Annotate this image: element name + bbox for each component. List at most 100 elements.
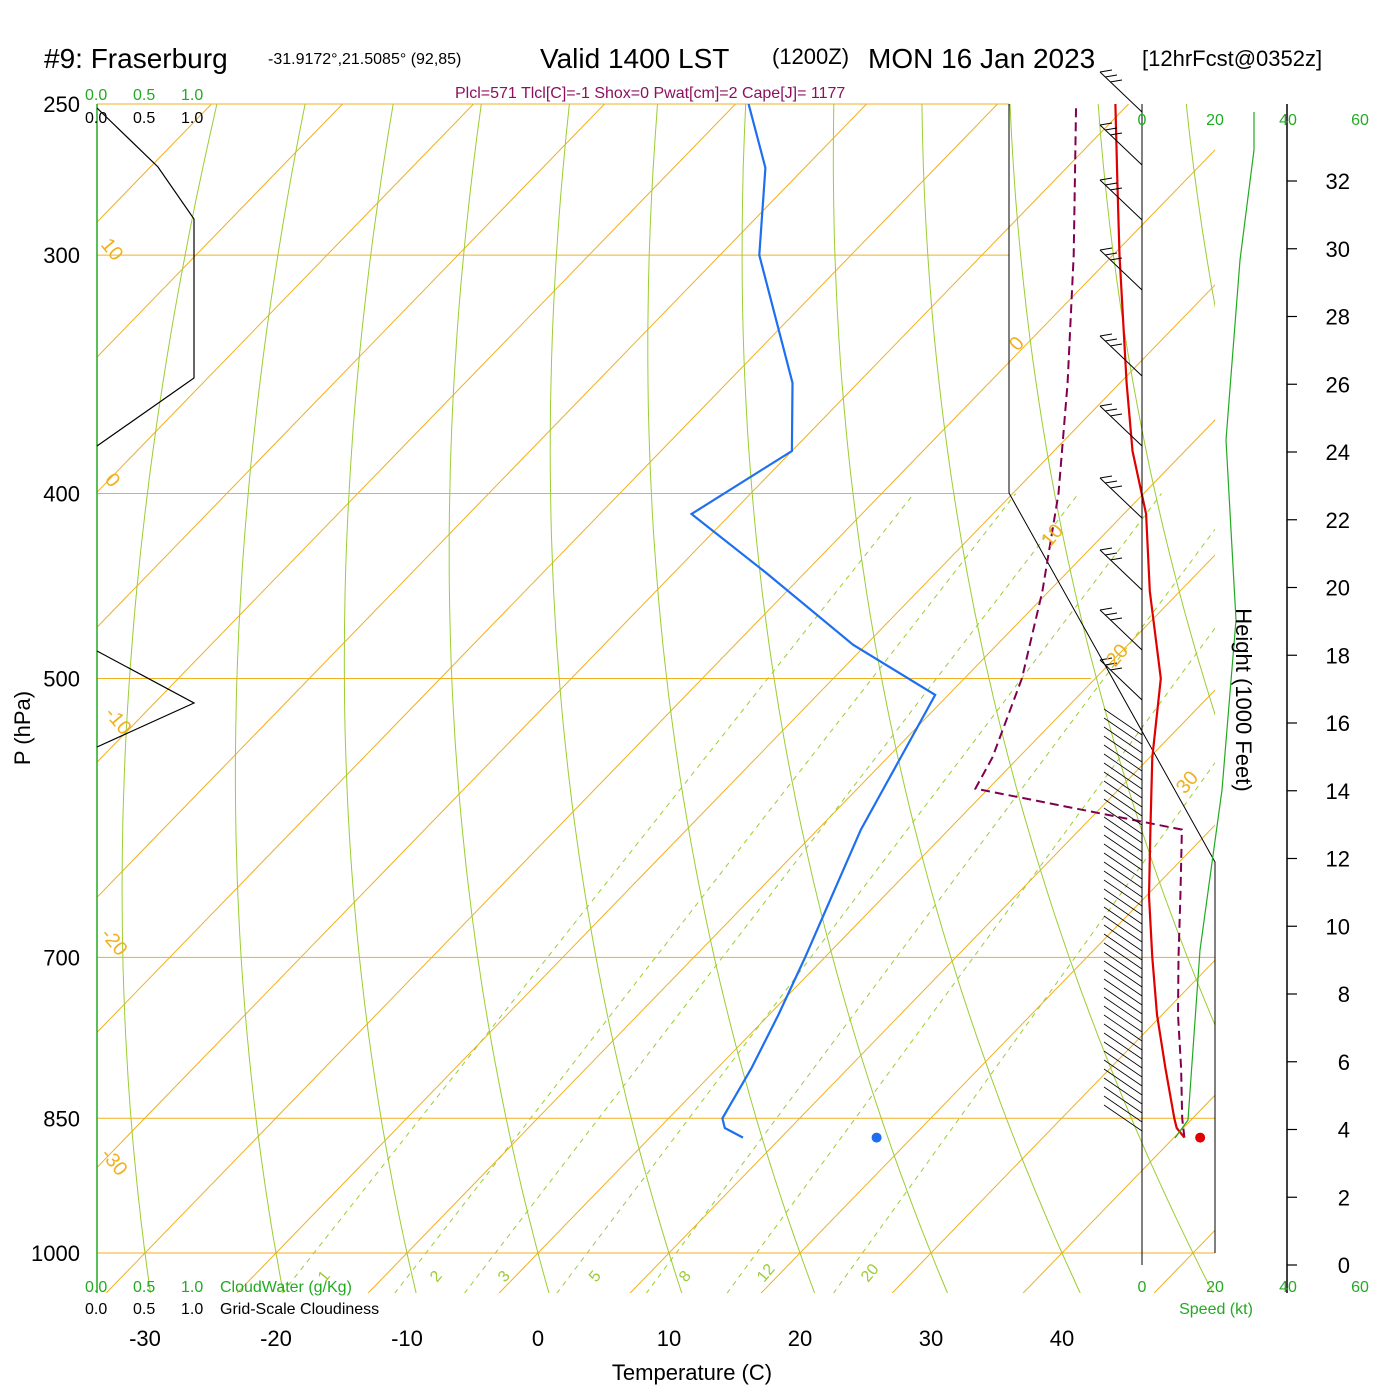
dry-adiabat-line: [1357, 70, 1400, 1293]
height-tick-20: 20: [1326, 576, 1350, 601]
mixing-ratio-line: [281, 493, 915, 1293]
wind-barb: [1103, 915, 1143, 943]
temp-tick--20: -20: [260, 1326, 292, 1351]
wind-barb: [1103, 825, 1143, 853]
surface-dewpoint-point: [871, 1132, 882, 1143]
wind-barb: [1103, 870, 1143, 898]
temp-tick-20: 20: [788, 1326, 812, 1351]
wind-barb-flag: [1109, 557, 1123, 561]
station-title: #9: Fraserburg: [44, 43, 228, 74]
parcel-trace: [973, 103, 1186, 1138]
cloudiness-profile-mid: [96, 650, 196, 748]
wind-barb-flag: [1109, 257, 1123, 261]
wind-barb-flag: [1109, 343, 1123, 347]
wind-barb-flag: [1099, 657, 1113, 661]
wind-barb-flag: [1104, 408, 1118, 412]
wind-barb: [1103, 717, 1143, 745]
wind-barb: [1103, 987, 1143, 1015]
mixing-ratio-line: [833, 761, 1215, 1293]
wind-barb-flag: [1104, 662, 1118, 666]
dry-adiabat-line: [1009, 104, 1215, 1027]
cloudiness-profile-upper: [96, 107, 195, 447]
temperature-axis-label: Temperature (C): [612, 1360, 772, 1385]
wind-barb: [1099, 124, 1143, 166]
wind-speed-scale-bottom: 0 20 40 60 Speed (kt): [1138, 1279, 1369, 1318]
pressure-tick-250: 250: [43, 92, 80, 117]
wind-barb-flag: [1104, 480, 1118, 484]
wind-barb-flag: [1109, 132, 1123, 136]
height-tick-32: 32: [1326, 169, 1350, 194]
wind-barb: [1103, 942, 1143, 970]
isotherm-line: [236, 284, 1215, 1293]
wind-barb: [1103, 978, 1143, 1006]
wind-barb: [1103, 852, 1143, 880]
isotherm-label-left-m10: -10: [100, 703, 135, 739]
wind-speed-bottom-0: 0: [1138, 1279, 1147, 1296]
valid-date: MON 16 Jan 2023: [868, 43, 1095, 74]
isotherm-line: [97, 104, 1130, 1169]
wind-barb-flag: [1109, 187, 1123, 191]
mixing-ratio-label-3: 3: [495, 1268, 514, 1286]
height-tick-26: 26: [1326, 372, 1350, 397]
wind-barb-flag: [1109, 485, 1123, 489]
cloud-scale-top-black-2: 1.0: [181, 110, 203, 127]
isobar-lines: [97, 103, 1215, 1254]
cloud-scale-top-black-0: 0.0: [85, 110, 107, 127]
isotherm-label-left-10: 10: [96, 234, 127, 265]
wind-speed-top-0: 0: [1138, 112, 1147, 129]
wind-barb: [1103, 924, 1143, 952]
pressure-tick-700: 700: [43, 945, 80, 970]
wind-barb: [1103, 726, 1143, 754]
mixing-ratio-label-12: 12: [754, 1261, 779, 1286]
cloudiness-label: Grid-Scale Cloudiness: [220, 1301, 379, 1318]
height-tick-16: 16: [1326, 711, 1350, 736]
temp-tick-0: 0: [532, 1326, 544, 1351]
wind-barb-flag: [1099, 403, 1113, 407]
dry-adiabat-line: [741, 104, 948, 1293]
cloud-scale-bottom-green-1: 0.5: [133, 1279, 155, 1296]
wind-barb: [1103, 897, 1143, 925]
wind-barb: [1103, 1059, 1143, 1087]
wind-barb: [1103, 1086, 1143, 1114]
cloud-scale-bottom-black-0: 0.0: [85, 1301, 107, 1318]
height-tick-30: 30: [1326, 237, 1350, 262]
wind-barb-flag: [1099, 333, 1113, 337]
wind-barb-flag: [1109, 617, 1123, 621]
wind-barb-flag: [1099, 122, 1113, 126]
wind-barb-flag: [1099, 547, 1113, 551]
wind-barb: [1103, 762, 1143, 790]
wind-barb: [1099, 71, 1143, 113]
isotherm-line: [367, 419, 1215, 1293]
wind-barb-flag: [1109, 413, 1123, 417]
dry-adiabat-line: [647, 104, 816, 1293]
height-tick-4: 4: [1338, 1118, 1350, 1143]
wind-barb: [1103, 789, 1143, 817]
height-tick-14: 14: [1326, 779, 1350, 804]
height-tick-6: 6: [1338, 1050, 1350, 1075]
mixing-ratio-line: [464, 493, 1079, 1293]
dry-adiabat-line: [549, 104, 683, 1293]
isotherm-line: [97, 104, 344, 358]
wind-barb: [1103, 1077, 1143, 1105]
temp-tick--10: -10: [391, 1326, 423, 1351]
wind-speed-scale-top: 0 20 40 60: [1138, 112, 1369, 129]
height-axis-label: Height (1000 Feet): [1231, 608, 1256, 791]
wind-speed-top-60: 60: [1351, 112, 1369, 129]
wind-barb: [1103, 816, 1143, 844]
wind-barb: [1099, 609, 1143, 651]
wind-barb: [1103, 879, 1143, 907]
isotherm-label-left-m30: -30: [96, 1144, 131, 1180]
wind-barb-flag: [1099, 177, 1113, 181]
mixing-ratio-line: [556, 493, 1162, 1293]
wind-barb-flag: [1104, 182, 1118, 186]
surface-temperature-point: [1195, 1132, 1206, 1143]
wind-speed-top-20: 20: [1206, 112, 1224, 129]
wind-barb: [1099, 477, 1143, 519]
wind-barb-flag: [1104, 252, 1118, 256]
wind-speed-label: Speed (kt): [1179, 1301, 1253, 1318]
isotherm-line: [97, 104, 999, 1034]
isotherm-line: [97, 104, 868, 899]
wind-barb-flag: [1099, 69, 1113, 73]
wind-barb: [1103, 807, 1143, 835]
